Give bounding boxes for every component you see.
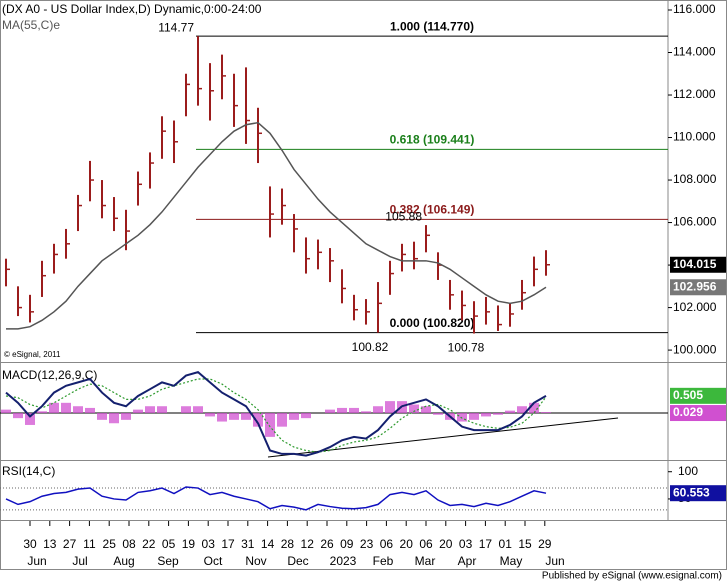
x-tick-label: 08: [122, 537, 136, 551]
month-label: 2023: [330, 554, 357, 568]
x-tick-label: 29: [538, 537, 552, 551]
last-price: 104.015: [673, 257, 717, 271]
x-tick-label: 06: [419, 537, 433, 551]
y-tick-label: 108.000: [673, 172, 717, 186]
x-tick-label: 09: [340, 537, 354, 551]
y-tick-label: 106.000: [673, 215, 717, 229]
x-tick-label: 27: [63, 537, 77, 551]
x-tick-label: 15: [518, 537, 532, 551]
x-tick-label: 25: [103, 537, 117, 551]
level-label: 0.382 (106.149): [390, 203, 475, 217]
x-tick-label: 12: [301, 537, 315, 551]
ma-value-box: [670, 279, 726, 296]
month-label: Jun: [27, 554, 46, 568]
x-tick-label: 11: [83, 537, 96, 551]
x-tick-label: 23: [360, 537, 374, 551]
x-tick-label: 14: [261, 537, 275, 551]
annotation: 105.88: [385, 209, 422, 223]
x-tick-label: 06: [380, 537, 394, 551]
last-price-box: [670, 256, 726, 273]
y-tick-label: 100.000: [673, 342, 717, 356]
annotation: 100.82: [352, 340, 389, 354]
month-label: May: [500, 554, 523, 568]
month-label: Mar: [415, 554, 436, 568]
rsi-value-box: [670, 485, 726, 502]
histogram-value-box: [670, 405, 726, 422]
x-tick-label: 20: [400, 537, 414, 551]
copyright: © eSignal, 2011: [4, 350, 61, 359]
level-label: 0.000 (100.820): [390, 316, 475, 330]
month-label: Sep: [157, 554, 179, 568]
frame: [0, 0, 727, 570]
x-tick-label: 01: [499, 537, 513, 551]
level-label: 1.000 (114.770): [390, 19, 474, 33]
level-label: 0.618 (109.441): [390, 133, 475, 147]
legend-entry: MA(55,C)e: [2, 18, 60, 32]
y-tick-label: 116.000: [673, 2, 716, 16]
trendline: [267, 417, 619, 458]
x-tick-label: 17: [479, 537, 493, 551]
month-label: Oct: [204, 554, 223, 568]
x-tick-label: 03: [459, 537, 473, 551]
y-tick-label: 102.000: [673, 300, 717, 314]
rsi-title: RSI(14,C): [2, 464, 55, 478]
x-tick-label: 05: [162, 537, 176, 551]
x-tick-label: 30: [23, 537, 37, 551]
month-label: Apr: [458, 554, 477, 568]
ma-line: [6, 121, 547, 330]
y-tick-label: 114.000: [673, 45, 716, 59]
month-label: Jun: [545, 554, 564, 568]
rsi-line: [5, 486, 547, 511]
rsi-tick-label: 100: [678, 464, 698, 478]
y-tick-label: 112.000: [673, 87, 716, 101]
macd-value: 0.505: [673, 388, 703, 402]
x-tick-label: 31: [241, 537, 255, 551]
x-tick-label: 20: [439, 537, 453, 551]
annotation: 100.78: [448, 341, 485, 355]
x-tick-label: 26: [320, 537, 334, 551]
month-label: Nov: [245, 554, 266, 568]
y-tick-label: 110.000: [673, 130, 716, 144]
macd-title: MACD(12,26,9,C): [2, 368, 97, 382]
month-label: Jul: [72, 554, 87, 568]
chart-title: (DX A0 - US Dollar Index,D) Dynamic,0:00…: [2, 2, 262, 16]
month-label: Dec: [287, 554, 308, 568]
x-tick-label: 03: [202, 537, 216, 551]
x-tick-label: 13: [43, 537, 57, 551]
annotation: 114.77: [158, 20, 194, 34]
ma-value: 102.956: [673, 279, 717, 293]
month-label: Feb: [373, 554, 394, 568]
rsi-value: 60.553: [673, 485, 710, 499]
x-tick-label: 19: [182, 537, 196, 551]
x-tick-label: 22: [142, 537, 156, 551]
histogram-value: 0.029: [673, 405, 703, 419]
macd-line: [5, 371, 547, 457]
x-tick-label: 17: [221, 537, 235, 551]
footer: Published by eSignal (www.esignal.com): [542, 571, 722, 582]
month-label: Aug: [113, 554, 134, 568]
macd-value-box: [670, 387, 726, 404]
x-tick-label: 28: [281, 537, 295, 551]
